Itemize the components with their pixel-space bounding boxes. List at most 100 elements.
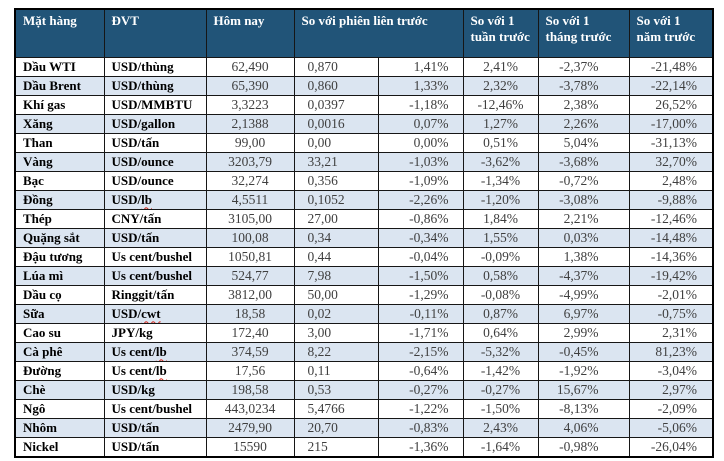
week-pct-cell: -1,64% — [462, 436, 539, 457]
week-pct-cell: -3,62% — [462, 151, 539, 172]
month-pct-cell: -1,92% — [537, 360, 630, 381]
session-change-cell: 0,356 — [293, 170, 379, 191]
table-row: Chè USD/kg 198,58 0,53 -0,27% -0,27% 15,67% 2,9… — [14, 379, 714, 400]
month-pct-cell: 5,04% — [537, 132, 630, 153]
session-change-cell: 215 — [293, 436, 379, 457]
session-pct-cell: -0,64% — [377, 360, 464, 381]
unit-cell: USD/tấn — [103, 417, 207, 438]
session-pct-cell: -0,34% — [377, 227, 464, 248]
table-row: Sữa USD/cwt 18,58 0,02 -0,11% 0,87% 6,97% -0,75… — [14, 303, 714, 324]
today-cell: 3812,00 — [205, 284, 295, 305]
unit-cell: Ringgit/tấn — [103, 284, 207, 305]
table-row: Bạc USD/ounce 32,274 0,356 -1,09% -1,34% -0,72… — [14, 170, 714, 191]
year-pct-cell: -2,09% — [628, 398, 714, 419]
month-pct-cell: -3,78% — [537, 75, 630, 96]
year-pct-cell: -0,75% — [628, 303, 714, 324]
unit-cell: Us cent/bushel — [103, 265, 207, 286]
unit-cell: USD/ounce — [103, 170, 207, 191]
year-pct-cell: -17,00% — [628, 113, 714, 134]
session-change-cell: 20,70 — [293, 417, 379, 438]
session-change-cell: 27,00 — [293, 208, 379, 229]
month-pct-cell: -0,72% — [537, 170, 630, 191]
week-pct-cell: 1,27% — [462, 113, 539, 134]
session-pct-cell: -0,27% — [377, 379, 464, 400]
table-row: Ngô Us cent/bushel 443,0234 5,4766 -1,22% -1,… — [14, 398, 714, 419]
unit-cell: USD/tấn — [103, 132, 207, 153]
session-pct-cell: -2,15% — [377, 341, 464, 362]
unit-cell: USD/tấn — [103, 227, 207, 248]
table-body: Dầu WTI USD/thùng 62,490 0,870 1,41% 2,41% -2,… — [14, 56, 714, 457]
table-row: Dầu WTI USD/thùng 62,490 0,870 1,41% 2,41% -2,… — [14, 56, 714, 77]
session-change-cell: 50,00 — [293, 284, 379, 305]
unit-cell: USD/thùng — [103, 75, 207, 96]
unit-cell: Us cent/bushel — [103, 246, 207, 267]
commodity-cell: Cao su — [14, 322, 105, 343]
table-row: Nickel USD/tấn 15590 215 -1,36% -1,64% -0,98% -… — [14, 436, 714, 457]
today-cell: 1050,81 — [205, 246, 295, 267]
header-today: Hôm nay — [205, 8, 295, 58]
commodity-cell: Đậu tương — [14, 246, 105, 267]
week-pct-cell: 2,32% — [462, 75, 539, 96]
commodity-cell: Cà phê — [14, 341, 105, 362]
today-cell: 524,77 — [205, 265, 295, 286]
today-cell: 443,0234 — [205, 398, 295, 419]
today-cell: 4,5511 — [205, 189, 295, 210]
commodity-cell: Nhôm — [14, 417, 105, 438]
header-vs-prev-session: So với phiên liên trước — [293, 8, 464, 58]
unit-cell: JPY/kg — [103, 322, 207, 343]
unit-cell: USD/kg — [103, 379, 207, 400]
table-row: Cao su JPY/kg 172,40 3,00 -1,71% 0,64% 2,99% 2,… — [14, 322, 714, 343]
session-pct-cell: -0,83% — [377, 417, 464, 438]
year-pct-cell: -9,88% — [628, 189, 714, 210]
spellcheck-flagged-text: cwt — [141, 305, 161, 321]
year-pct-cell: 2,97% — [628, 379, 714, 400]
month-pct-cell: 2,21% — [537, 208, 630, 229]
week-pct-cell: 2,41% — [462, 56, 539, 77]
commodity-cell: Khí gas — [14, 94, 105, 115]
today-cell: 3,3223 — [205, 94, 295, 115]
commodity-cell: Chè — [14, 379, 105, 400]
month-pct-cell: -0,98% — [537, 436, 630, 457]
header-commodity: Mặt hàng — [14, 8, 105, 58]
today-cell: 99,00 — [205, 132, 295, 153]
week-pct-cell: -5,32% — [462, 341, 539, 362]
year-pct-cell: 2,48% — [628, 170, 714, 191]
today-cell: 3105,00 — [205, 208, 295, 229]
session-change-cell: 8,22 — [293, 341, 379, 362]
month-pct-cell: 1,38% — [537, 246, 630, 267]
session-change-cell: 0,44 — [293, 246, 379, 267]
year-pct-cell: -26,04% — [628, 436, 714, 457]
week-pct-cell: 0,87% — [462, 303, 539, 324]
month-pct-cell: 0,03% — [537, 227, 630, 248]
session-pct-cell: -1,22% — [377, 398, 464, 419]
spellcheck-flagged-text: lb — [155, 362, 167, 378]
month-pct-cell: -8,13% — [537, 398, 630, 419]
session-pct-cell: 0,00% — [377, 132, 464, 153]
year-pct-cell: -14,48% — [628, 227, 714, 248]
week-pct-cell: -0,08% — [462, 284, 539, 305]
commodity-cell: Xăng — [14, 113, 105, 134]
week-pct-cell: -1,20% — [462, 189, 539, 210]
header-vs-year: So với 1 năm trước — [628, 8, 714, 58]
today-cell: 100,08 — [205, 227, 295, 248]
unit-cell: Us cent/bushel — [103, 398, 207, 419]
table-row: Khí gas USD/MMBTU 3,3223 0,0397 -1,18% -12,46… — [14, 94, 714, 115]
unit-cell: Us cent/lb — [103, 360, 207, 381]
year-pct-cell: 81,23% — [628, 341, 714, 362]
unit-cell: USD/thùng — [103, 56, 207, 77]
session-pct-cell: 1,41% — [377, 56, 464, 77]
session-change-cell: 0,02 — [293, 303, 379, 324]
commodity-cell: Nickel — [14, 436, 105, 457]
session-pct-cell: -1,50% — [377, 265, 464, 286]
week-pct-cell: 0,58% — [462, 265, 539, 286]
session-pct-cell: -1,09% — [377, 170, 464, 191]
year-pct-cell: 26,52% — [628, 94, 714, 115]
commodity-cell: Than — [14, 132, 105, 153]
table-row: Dầu cọ Ringgit/tấn 3812,00 50,00 -1,29% -0,08… — [14, 284, 714, 305]
session-pct-cell: -1,71% — [377, 322, 464, 343]
table-row: Cà phê Us cent/lb 374,59 8,22 -2,15% -5,32% -0… — [14, 341, 714, 362]
today-cell: 198,58 — [205, 379, 295, 400]
month-pct-cell: 15,67% — [537, 379, 630, 400]
week-pct-cell: 1,55% — [462, 227, 539, 248]
